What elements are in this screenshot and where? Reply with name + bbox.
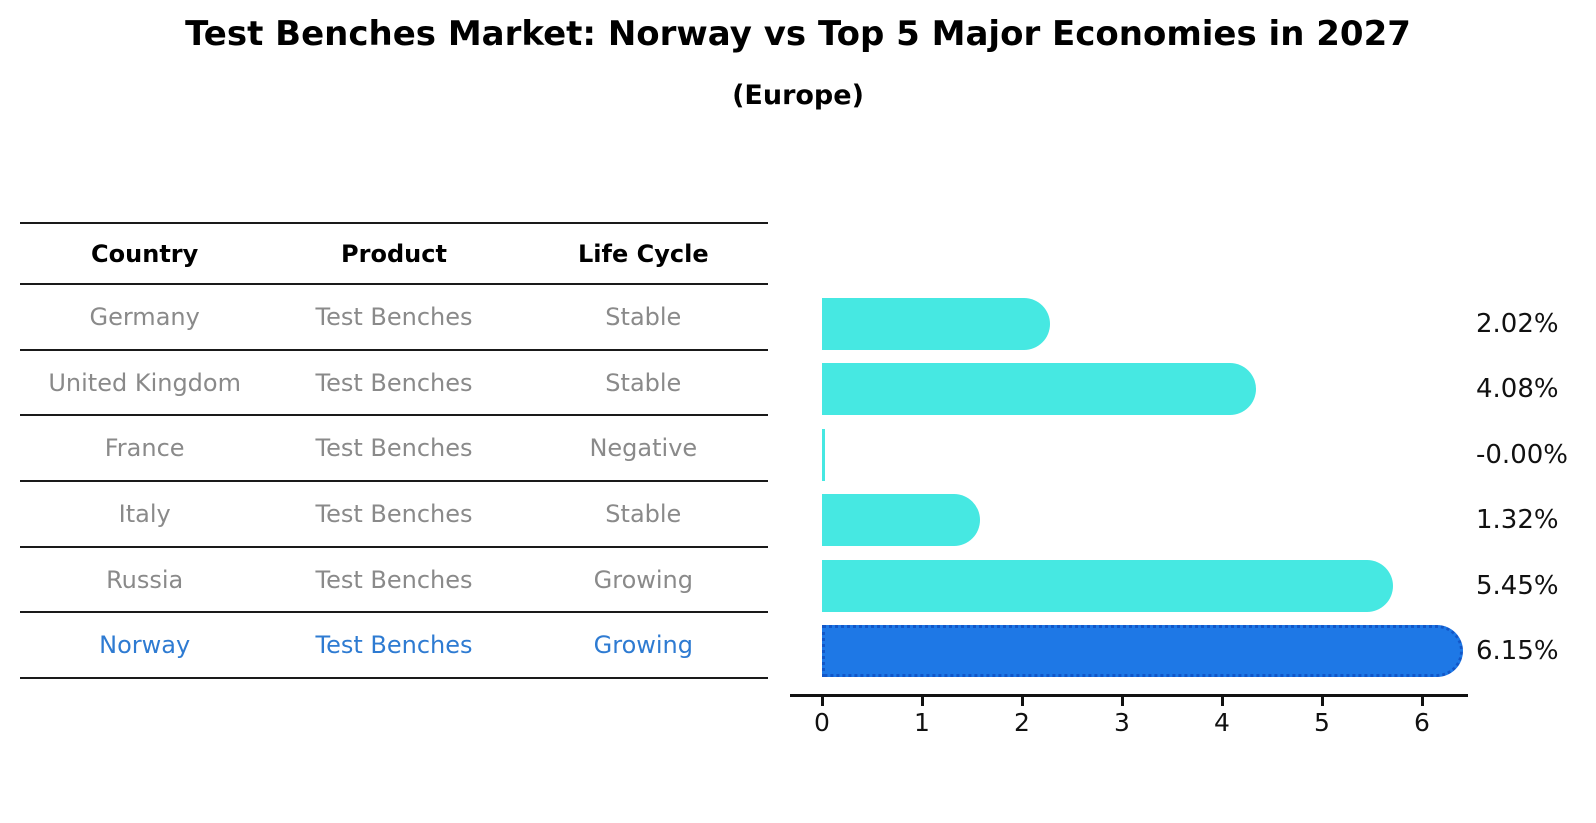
column-header-life-cycle: Life Cycle: [578, 239, 709, 268]
column-header-product: Product: [341, 239, 447, 268]
value-label-russia: 5.45%: [1476, 570, 1559, 601]
table-cell-country: Germany: [89, 302, 200, 331]
chart-subtitle: (Europe): [732, 80, 864, 111]
value-label-italy: 1.32%: [1476, 505, 1559, 536]
bar-united-kingdom: [822, 363, 1256, 416]
x-axis-tick-label: 2: [1014, 708, 1030, 737]
table-cell-product: Test Benches: [315, 368, 473, 397]
x-axis-tick-label: 1: [914, 708, 930, 737]
table-cell-life-cycle: Growing: [593, 565, 693, 594]
x-axis-tick-label: 4: [1214, 708, 1230, 737]
table-cell-country: United Kingdom: [48, 368, 241, 397]
table-body: Germany Test Benches Stable United Kingdom T…: [20, 283, 768, 677]
table-cell-life-cycle: Stable: [605, 499, 682, 528]
x-axis-tick: [820, 697, 824, 706]
chart-title: Test Benches Market: Norway vs Top 5 Maj…: [185, 14, 1411, 54]
table-cell-product: Test Benches: [315, 302, 473, 331]
column-header-country: Country: [91, 239, 199, 268]
table-cell-country: Norway: [99, 631, 191, 660]
table-cell-product: Test Benches: [315, 631, 473, 660]
table-cell-life-cycle: Negative: [589, 434, 698, 463]
table-cell-life-cycle: Stable: [605, 368, 682, 397]
table-cell-country: France: [104, 434, 185, 463]
x-axis-tick: [1320, 697, 1324, 706]
norway-highlight-bar: [822, 625, 1463, 677]
bar-germany: [822, 298, 1050, 350]
table-cell-product: Test Benches: [315, 565, 473, 594]
table-cell-life-cycle: Growing: [593, 631, 693, 660]
x-axis-tick-label: 6: [1414, 708, 1430, 737]
table-row-italy: Italy Test Benches Stable: [20, 480, 768, 546]
x-axis-tick: [1120, 697, 1124, 706]
table-cell-life-cycle: Stable: [605, 302, 682, 331]
table-row-united-kingdom: United Kingdom Test Benches Stable: [20, 348, 768, 415]
x-axis-tick: [1020, 697, 1024, 706]
value-label-norway: 6.15%: [1476, 636, 1559, 666]
table-row-norway: Norway Test Benches Growing: [20, 611, 768, 677]
value-label-germany: 2.02%: [1476, 309, 1559, 339]
value-label-france: -0.00%: [1476, 439, 1568, 470]
table-row-france: France Test Benches Negative: [20, 414, 768, 480]
table-cell-product: Test Benches: [315, 499, 473, 528]
table-row-germany: Germany Test Benches Stable: [20, 283, 768, 349]
table-cell-product: Test Benches: [315, 434, 473, 463]
value-label-united-kingdom: 4.08%: [1476, 374, 1559, 405]
table-cell-country: Russia: [106, 565, 184, 594]
x-axis-tick-label: 0: [814, 708, 830, 737]
x-axis-tick: [1220, 697, 1224, 706]
x-axis-tick-label: 3: [1114, 708, 1130, 737]
x-axis-line: [790, 694, 1468, 697]
table-header-row: Country Product Life Cycle: [20, 222, 768, 283]
x-axis-tick: [1420, 697, 1424, 706]
table-cell-country: Italy: [118, 499, 171, 528]
bar-italy: [822, 494, 980, 547]
comparison-table: Country Product Life Cycle Germany Test B…: [20, 222, 768, 680]
x-axis-tick-label: 5: [1314, 708, 1330, 737]
bar-russia: [822, 559, 1393, 612]
table-row-russia: Russia Test Benches Growing: [20, 545, 768, 612]
x-axis-tick: [920, 697, 924, 706]
bar-france: [822, 428, 825, 481]
